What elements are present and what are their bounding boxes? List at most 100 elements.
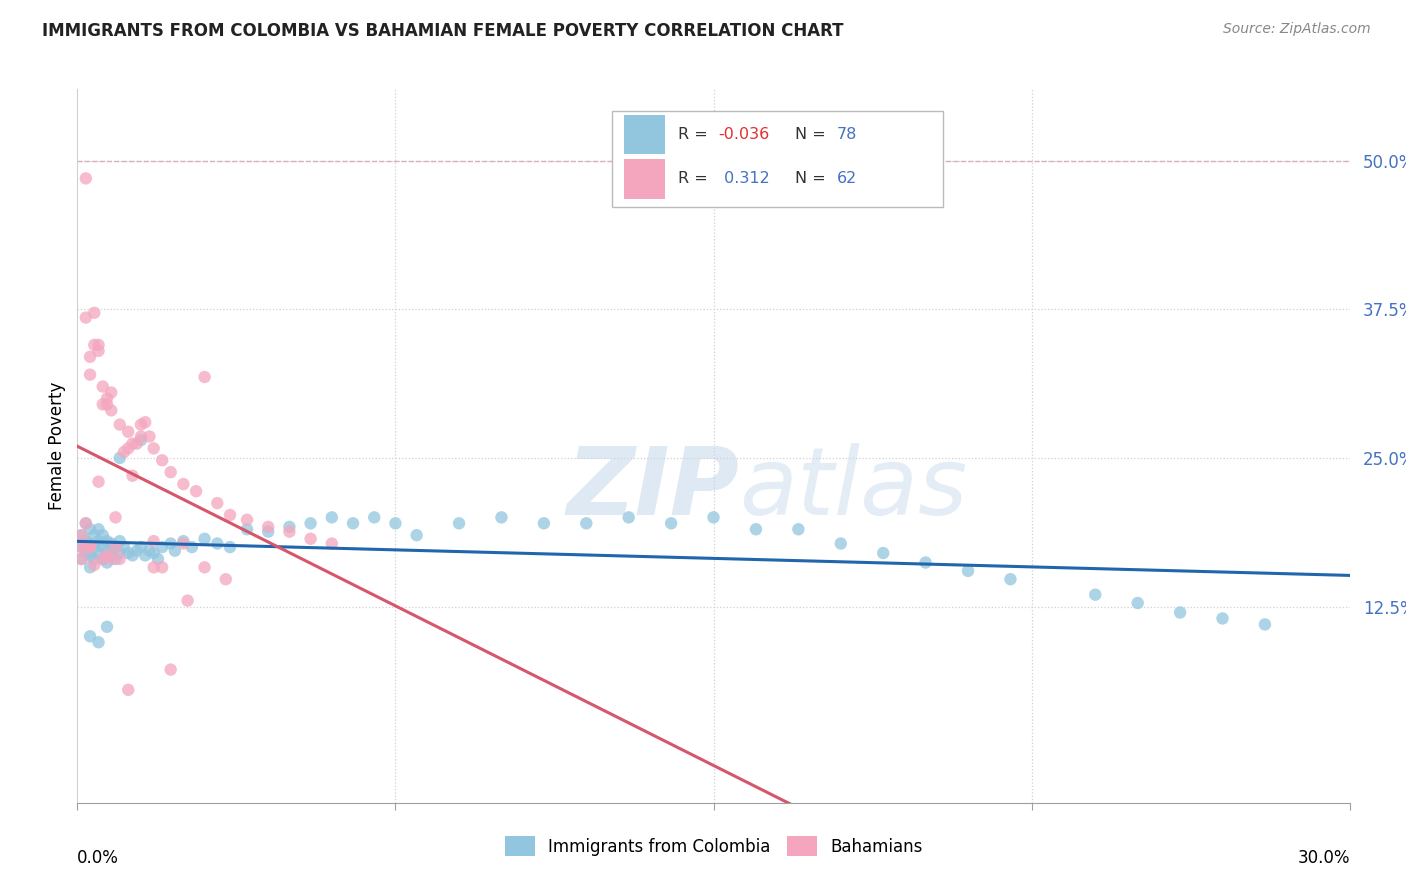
Text: N =: N = — [794, 127, 831, 142]
Point — [121, 468, 143, 483]
Point — [194, 560, 217, 574]
Point — [108, 534, 131, 549]
Point — [449, 516, 471, 531]
Text: Source: ZipAtlas.com: Source: ZipAtlas.com — [1223, 22, 1371, 37]
Point — [96, 397, 118, 411]
Text: 62: 62 — [837, 171, 858, 186]
Point — [150, 540, 173, 554]
Point — [104, 540, 127, 554]
Point — [278, 524, 301, 539]
Point — [108, 546, 131, 560]
Point — [100, 536, 122, 550]
Point — [108, 450, 131, 465]
Point — [75, 546, 97, 560]
Point — [87, 635, 110, 649]
Point — [112, 540, 135, 554]
Text: 0.0%: 0.0% — [77, 849, 120, 867]
Point — [146, 552, 169, 566]
Point — [129, 429, 152, 443]
Point — [1254, 617, 1277, 632]
Point — [117, 442, 139, 456]
Point — [83, 528, 105, 542]
Point — [321, 536, 343, 550]
Point — [75, 540, 97, 554]
Point — [142, 546, 165, 560]
Point — [342, 516, 364, 531]
Point — [405, 528, 427, 542]
Point — [83, 552, 105, 566]
Point — [125, 436, 148, 450]
Point — [172, 477, 194, 491]
Point — [104, 510, 127, 524]
Point — [257, 520, 280, 534]
Point — [121, 549, 143, 563]
Point — [87, 522, 110, 536]
Y-axis label: Female Poverty: Female Poverty — [48, 382, 66, 510]
Point — [104, 552, 127, 566]
Point — [159, 663, 181, 677]
Point — [745, 522, 768, 536]
Text: 78: 78 — [837, 127, 858, 142]
Text: ZIP: ZIP — [567, 442, 740, 535]
Point — [172, 534, 194, 549]
Text: atlas: atlas — [740, 443, 967, 534]
Point — [79, 629, 101, 643]
Point — [363, 510, 385, 524]
Point — [172, 536, 194, 550]
Point — [384, 516, 406, 531]
Point — [830, 536, 852, 550]
Point — [79, 350, 101, 364]
Point — [219, 540, 242, 554]
Point — [100, 403, 122, 417]
Point — [87, 546, 110, 560]
Point — [100, 385, 122, 400]
Point — [117, 682, 139, 697]
Point — [96, 556, 118, 570]
Point — [75, 516, 97, 531]
Point — [194, 370, 217, 384]
Point — [83, 338, 105, 352]
Point — [163, 543, 186, 558]
Point — [75, 516, 97, 531]
Point — [176, 593, 198, 607]
Point — [914, 556, 936, 570]
Point — [121, 436, 143, 450]
Point — [257, 524, 280, 539]
Point — [207, 496, 229, 510]
Point — [70, 528, 93, 542]
Point — [70, 528, 93, 542]
Point — [236, 513, 259, 527]
Point — [117, 546, 139, 560]
Point — [321, 510, 343, 524]
Text: 0.312: 0.312 — [718, 171, 769, 186]
Point — [138, 429, 160, 443]
Point — [575, 516, 598, 531]
Point — [491, 510, 513, 524]
Point — [70, 540, 93, 554]
Text: -0.036: -0.036 — [718, 127, 770, 142]
Point — [134, 415, 156, 429]
Legend: Immigrants from Colombia, Bahamians: Immigrants from Colombia, Bahamians — [498, 830, 929, 863]
Point — [142, 560, 165, 574]
Point — [957, 564, 980, 578]
Point — [79, 549, 101, 563]
Point — [87, 338, 110, 352]
Text: R =: R = — [678, 127, 713, 142]
Point — [129, 540, 152, 554]
Point — [1212, 611, 1234, 625]
Point — [79, 536, 101, 550]
Text: N =: N = — [794, 171, 831, 186]
Point — [125, 543, 148, 558]
Point — [659, 516, 682, 531]
Point — [91, 528, 114, 542]
Point — [236, 522, 259, 536]
Point — [207, 536, 229, 550]
Point — [159, 465, 181, 479]
Point — [108, 417, 131, 432]
Text: IMMIGRANTS FROM COLOMBIA VS BAHAMIAN FEMALE POVERTY CORRELATION CHART: IMMIGRANTS FROM COLOMBIA VS BAHAMIAN FEM… — [42, 22, 844, 40]
Point — [79, 522, 101, 536]
Point — [96, 549, 118, 563]
Point — [70, 552, 93, 566]
Point — [129, 417, 152, 432]
Point — [75, 310, 97, 325]
